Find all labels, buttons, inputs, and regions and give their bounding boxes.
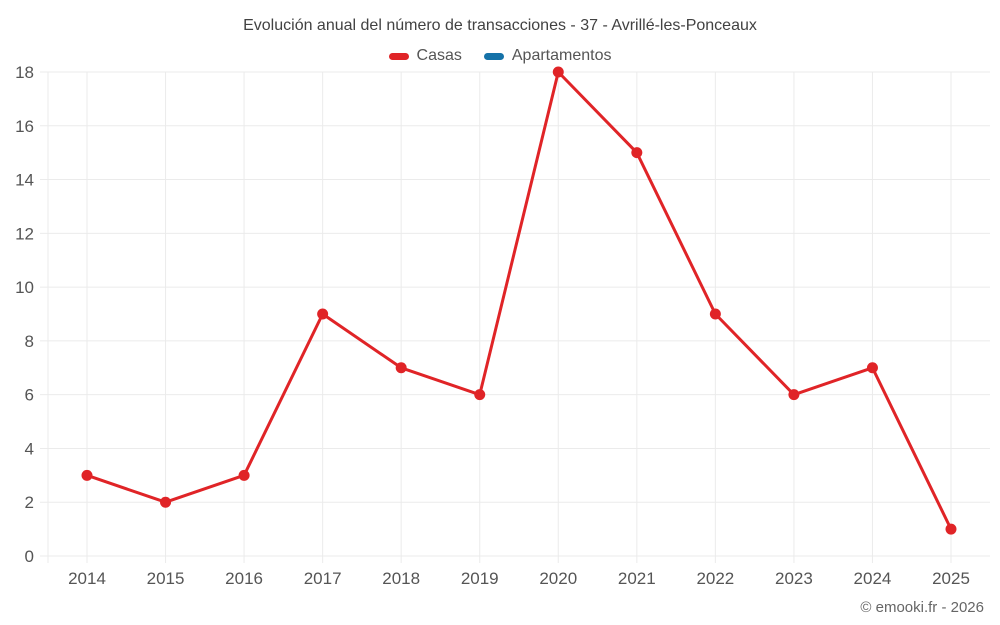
y-axis-tick-label: 2 — [25, 493, 34, 512]
casas-data-point — [81, 469, 93, 481]
x-axis-tick-label: 2023 — [775, 569, 813, 588]
casas-data-point — [238, 469, 250, 481]
casas-data-point — [395, 362, 407, 374]
x-axis-tick-label: 2022 — [696, 569, 734, 588]
casas-data-point — [866, 362, 878, 374]
x-axis-tick-label: 2018 — [382, 569, 420, 588]
casas-data-point — [474, 389, 486, 401]
casas-data-point — [631, 147, 643, 159]
x-axis-tick-label: 2024 — [854, 569, 892, 588]
y-axis-tick-label: 0 — [25, 547, 34, 566]
x-axis-tick-label: 2016 — [225, 569, 263, 588]
y-axis-tick-label: 8 — [25, 332, 34, 351]
x-axis-tick-label: 2017 — [304, 569, 342, 588]
casas-data-point — [945, 523, 957, 535]
y-axis-tick-label: 4 — [25, 439, 34, 458]
chart-title: Evolución anual del número de transaccio… — [243, 17, 757, 34]
x-axis-tick-label: 2020 — [539, 569, 577, 588]
x-axis-tick-label: 2021 — [618, 569, 656, 588]
x-axis-tick-label: 2025 — [932, 569, 970, 588]
x-axis-tick-label: 2014 — [68, 569, 106, 588]
casas-data-point — [788, 389, 800, 401]
casas-data-point — [317, 308, 329, 320]
y-axis-tick-label: 12 — [15, 224, 34, 243]
casas-data-point — [709, 308, 721, 320]
y-axis-tick-label: 18 — [15, 63, 34, 82]
legend-item-apartamentos[interactable]: Apartamentos — [483, 47, 612, 65]
y-axis-tick-label: 10 — [15, 278, 34, 297]
y-axis-tick-label: 6 — [25, 386, 34, 405]
legend-item-casas[interactable]: Casas — [388, 47, 462, 65]
chart-legend: Casas Apartamentos — [0, 47, 1000, 65]
legend-swatch-icon — [483, 52, 504, 60]
y-axis-tick-label: 14 — [15, 171, 34, 190]
y-axis-tick-label: 16 — [15, 117, 34, 136]
legend-swatch-icon — [388, 52, 409, 60]
footer-credit: © emooki.fr - 2026 — [860, 599, 984, 616]
x-axis-tick-label: 2019 — [461, 569, 499, 588]
legend-label: Casas — [416, 47, 462, 64]
x-axis-tick-label: 2015 — [147, 569, 185, 588]
legend-label: Apartamentos — [511, 47, 612, 64]
casas-line — [85, 70, 953, 531]
casas-data-point — [552, 66, 564, 78]
casas-data-point — [160, 496, 172, 508]
